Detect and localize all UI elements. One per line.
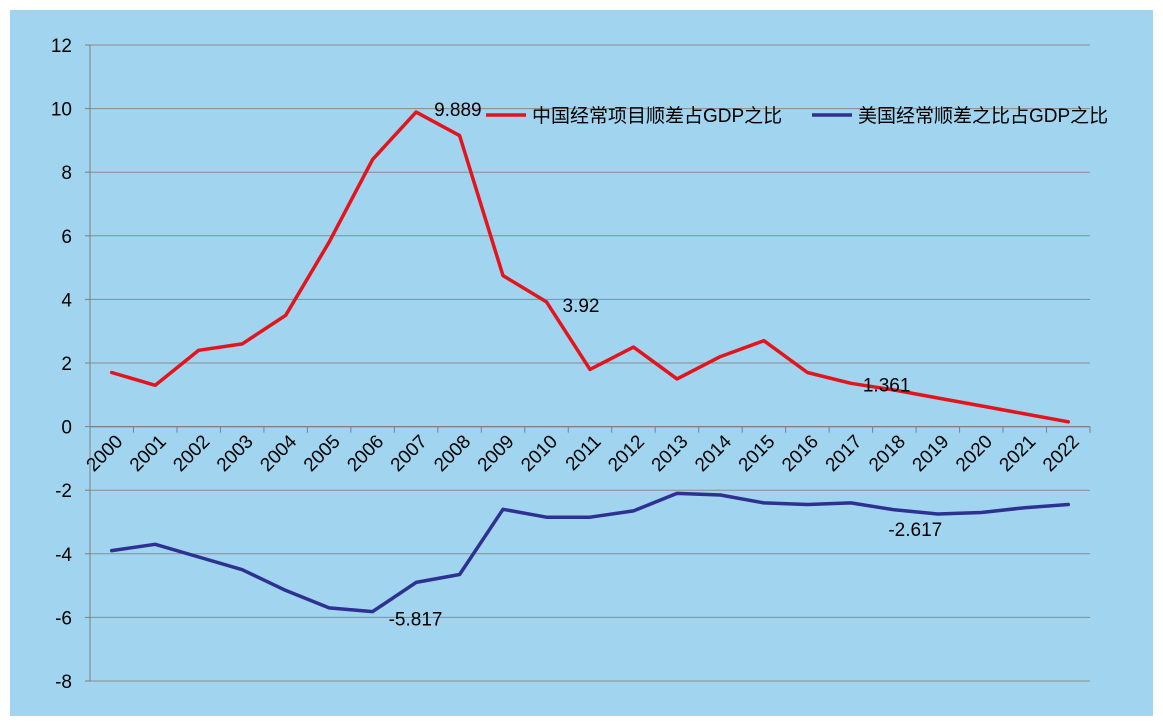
y-tick-label: 6 — [61, 227, 72, 248]
data-label: -2.617 — [888, 520, 942, 541]
y-tick-label: 4 — [61, 290, 72, 311]
y-tick-label: 10 — [51, 100, 72, 121]
grid-layer — [90, 44, 1090, 682]
legend-label: 美国经常顺差之比占GDP之比 — [858, 105, 1108, 127]
y-tick-label: -4 — [55, 545, 72, 566]
y-tick-label: -6 — [55, 608, 72, 629]
data-label: -5.817 — [389, 610, 443, 631]
legend-label: 中国经常项目顺差占GDP之比 — [532, 105, 782, 127]
y-tick-label: 12 — [51, 36, 72, 57]
data-label: 3.92 — [563, 296, 600, 317]
us-series-line — [109, 491, 1071, 614]
china-series-line — [109, 110, 1071, 424]
data-label-layer: 9.889 3.92 1.361 -5.817 -2.617 — [389, 100, 943, 630]
y-tick-label: 2 — [61, 354, 72, 375]
data-label: 1.361 — [863, 375, 911, 396]
legend: 中国经常项目顺差占GDP之比 美国经常顺差之比占GDP之比 — [486, 105, 1108, 127]
data-label: 9.889 — [434, 100, 482, 121]
series-layer — [109, 110, 1071, 614]
y-tick-label: 8 — [61, 163, 72, 184]
y-tick-label: -8 — [55, 672, 72, 693]
y-tick-label: -2 — [55, 481, 72, 502]
y-tick-label: 0 — [61, 418, 72, 439]
